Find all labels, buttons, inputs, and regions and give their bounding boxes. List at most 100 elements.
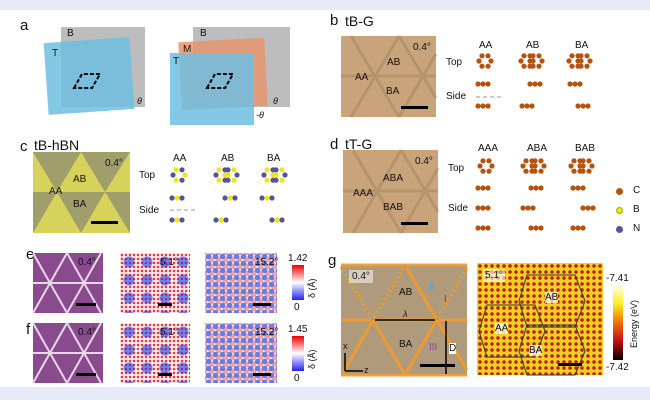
atom <box>179 167 185 173</box>
region-ab: AB <box>545 292 559 303</box>
atom <box>174 195 180 201</box>
atom <box>586 168 592 174</box>
atom <box>480 103 486 109</box>
atom <box>585 205 591 211</box>
atom <box>225 177 231 183</box>
atom <box>538 185 544 191</box>
atom <box>519 103 525 109</box>
atom <box>480 185 486 191</box>
panel-f-label: f <box>26 321 31 338</box>
layer-b-label: B <box>200 28 207 39</box>
panel-c-label: c <box>20 138 28 155</box>
atom <box>569 63 575 69</box>
region-ab: AB <box>399 287 413 298</box>
atom <box>213 217 219 223</box>
atom <box>279 167 285 173</box>
energy-map: 5.1° AB AA BA <box>477 263 603 376</box>
atom <box>580 103 586 109</box>
colorbar-max: 1.45 <box>288 324 308 335</box>
atom <box>541 163 547 169</box>
atom <box>539 58 545 64</box>
atom <box>577 81 583 87</box>
domain-wall-map: 0.4° AB BA I II III λ D x z <box>339 263 469 377</box>
atom <box>533 185 539 191</box>
atom <box>480 158 486 164</box>
relaxation-map-e-1 <box>120 253 190 313</box>
panel-c-title: tB-hBN <box>34 137 80 153</box>
atom <box>489 163 495 169</box>
region-ba: BA <box>73 199 87 210</box>
atom <box>234 172 240 178</box>
mark-i: I <box>444 294 447 305</box>
atom <box>225 167 231 173</box>
atom <box>264 195 270 201</box>
atom <box>174 217 180 223</box>
atom <box>571 168 577 174</box>
atom <box>222 172 228 178</box>
atom <box>475 81 481 87</box>
panel-g-label: g <box>328 252 337 269</box>
atom <box>273 177 279 183</box>
panel-e-label: e <box>26 246 35 263</box>
atom <box>475 103 481 109</box>
atom <box>169 217 175 223</box>
colorbar-min: 0 <box>294 302 300 313</box>
atom <box>586 158 592 164</box>
atom <box>530 53 536 59</box>
mark-iii: III <box>429 342 438 353</box>
layer-t-label: T <box>173 56 180 67</box>
region-ab: AB <box>387 57 401 68</box>
relaxation-map-e-2 <box>205 253 277 313</box>
atom <box>231 167 237 173</box>
legend-n: N <box>633 223 641 234</box>
atom <box>485 205 491 211</box>
atom <box>485 185 491 191</box>
mark-ii: II <box>429 282 435 293</box>
row-top: Top <box>139 170 156 181</box>
atom <box>566 58 572 64</box>
atom <box>222 195 228 201</box>
neg-angle-label: -θ <box>256 110 264 120</box>
atom <box>529 163 535 169</box>
legend-b: B <box>633 204 640 215</box>
atom <box>538 158 544 164</box>
atom <box>520 163 526 169</box>
scale-bar <box>420 364 455 367</box>
moire-image-ttg: 0.4° ABA AAA BAB <box>343 149 440 234</box>
angle-label: 0.4° <box>78 327 96 338</box>
atom <box>575 58 581 64</box>
atom <box>223 217 229 223</box>
atom <box>480 168 486 174</box>
relaxation-map-f-0 <box>32 322 103 384</box>
column-ab: AB <box>526 40 540 51</box>
atom <box>477 163 483 169</box>
atom <box>570 185 576 191</box>
atom <box>274 217 280 223</box>
atom <box>530 63 536 69</box>
moire-image-tbg: 0.4° AB AA BA <box>341 35 438 118</box>
atom <box>169 195 175 201</box>
atom <box>528 185 534 191</box>
atom <box>182 172 188 178</box>
atom <box>218 217 224 223</box>
region-aa: AA <box>49 186 63 197</box>
atom <box>259 195 265 201</box>
column-ba: BA <box>267 153 281 164</box>
atom <box>486 168 492 174</box>
atom <box>480 81 486 87</box>
atom <box>521 53 527 59</box>
scale-bar <box>401 106 428 109</box>
atom <box>173 177 179 183</box>
atom <box>485 53 491 59</box>
colorbar-max: 1.42 <box>288 253 308 264</box>
panel-b-title: tB-G <box>345 13 374 29</box>
atom <box>170 172 176 178</box>
boron-dot <box>616 207 623 214</box>
atom <box>480 225 486 231</box>
layer-t-label: T <box>52 48 59 59</box>
atom <box>476 58 482 64</box>
region-bab: BAB <box>383 202 404 213</box>
layer-b-label: B <box>67 28 74 39</box>
x-axis-label: x <box>343 341 348 351</box>
